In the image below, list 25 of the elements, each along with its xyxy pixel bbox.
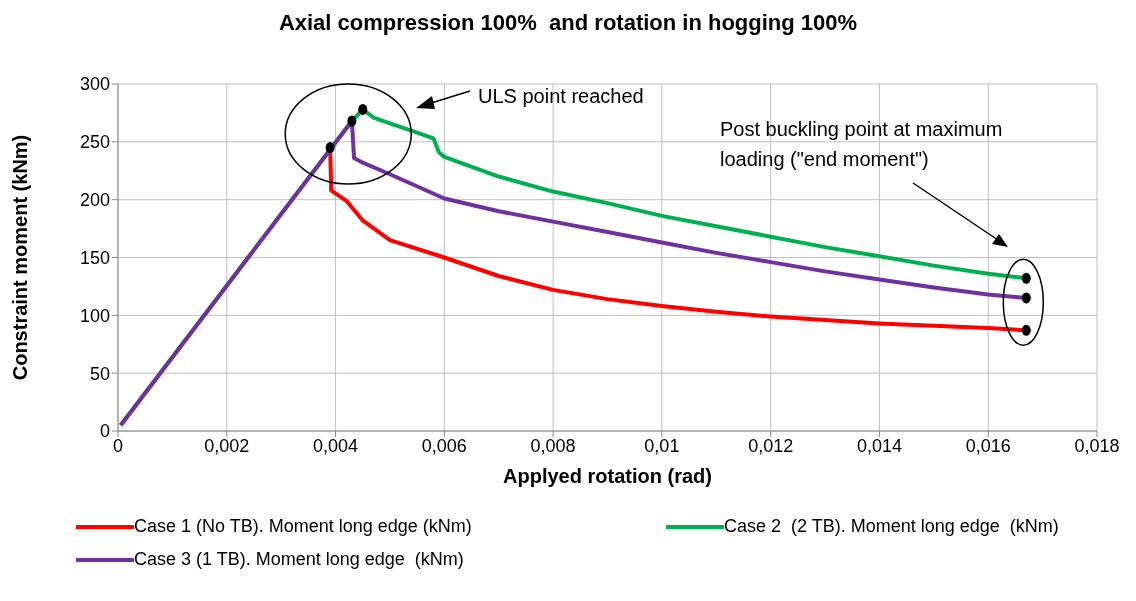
y-tick-label: 100 [79,305,110,326]
x-tick-label: 0,018 [1074,435,1120,456]
legend-label: Case 1 (No TB). Moment long edge (kNm) [134,516,472,537]
x-tick-label: 0,004 [313,435,359,456]
legend-label: Case 3 (1 TB). Moment long edge (kNm) [134,549,464,570]
annotation: ULS point reached [478,85,644,107]
y-tick-label: 0 [99,421,110,442]
y-tick-label: 150 [79,247,110,268]
x-tick-label: 0,016 [965,435,1011,456]
y-tick-label: 300 [79,74,110,95]
annotation: Post buckling point at maximum loading ("end moment") [720,118,1003,170]
y-tick-label: 250 [79,132,110,153]
y-axis-title: Constraint moment (kNm) [9,134,32,381]
x-tick-label: 0,008 [530,435,576,456]
y-tick-label: 200 [79,190,110,211]
x-tick-label: 0,002 [204,435,250,456]
y-tick-label: 50 [89,363,110,384]
x-tick-label: 0,014 [856,435,902,456]
legend-label: Case 2 (2 TB). Moment long edge (kNm) [724,516,1059,537]
x-tick-label: 0,012 [748,435,794,456]
x-axis-title: Applyed rotation (rad) [503,465,712,488]
x-tick-label: 0 [112,435,124,456]
x-tick-label: 0,006 [421,435,467,456]
x-tick-label: 0,01 [644,435,680,456]
chart-title: Axial compression 100% and rotation in hogging 100% [277,10,859,36]
